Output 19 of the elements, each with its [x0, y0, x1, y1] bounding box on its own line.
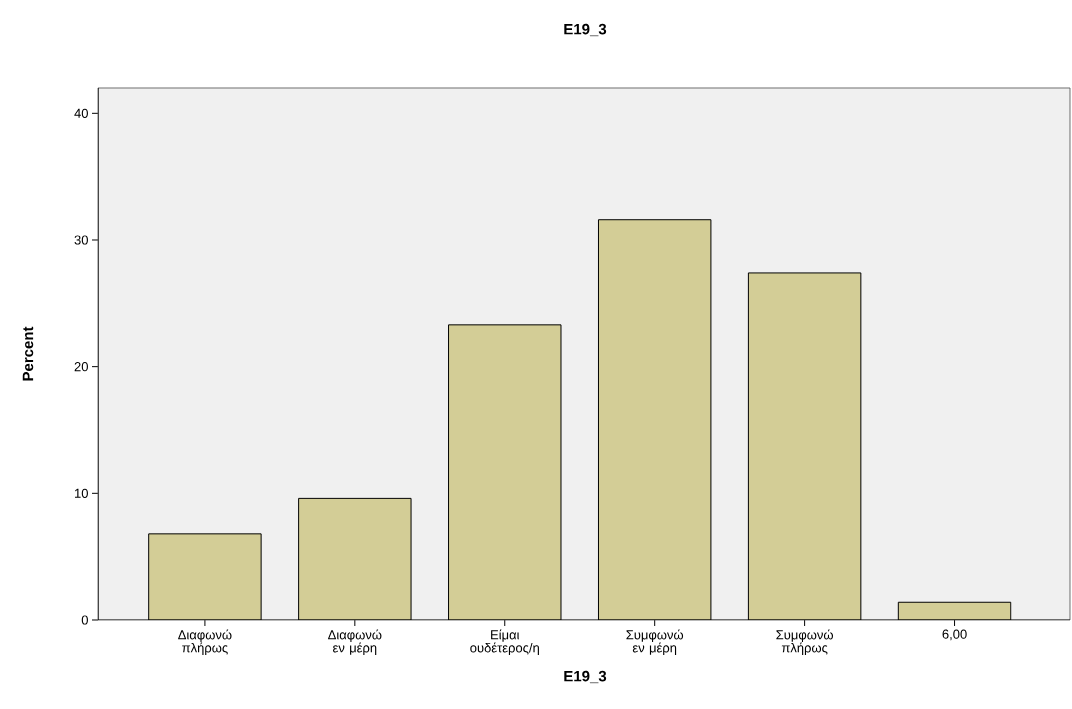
x-tick-label: Συμφωνώ πλήρως	[776, 629, 834, 656]
bar	[148, 533, 262, 620]
x-tick-label: Διαφωνώ εν μέρη	[328, 629, 382, 656]
x-tick-label: Συμφωνώ εν μέρη	[626, 629, 684, 656]
x-axis-title: E19_3	[564, 670, 607, 684]
bar	[748, 272, 861, 620]
y-tick-label: 40	[74, 108, 88, 118]
x-tick-label: Διαφωνώ πλήρως	[178, 629, 232, 656]
bar	[298, 498, 412, 620]
x-tick-label: 6,00	[942, 629, 967, 641]
y-tick-label: 0	[81, 615, 88, 625]
bar	[598, 219, 711, 620]
chart-title: E19_3	[564, 23, 607, 37]
y-axis-title: Percent	[22, 326, 34, 381]
y-tick-label: 10	[75, 488, 88, 498]
y-tick-label: 20	[74, 362, 88, 372]
x-tick-label: Είμαι ουδέτερος/η	[470, 629, 539, 656]
y-tick-label: 30	[74, 235, 88, 245]
bar	[448, 324, 561, 620]
